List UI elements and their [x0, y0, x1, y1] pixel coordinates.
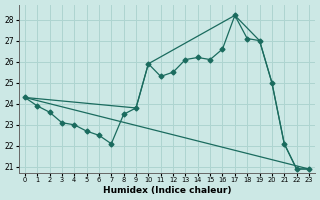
X-axis label: Humidex (Indice chaleur): Humidex (Indice chaleur)	[103, 186, 231, 195]
